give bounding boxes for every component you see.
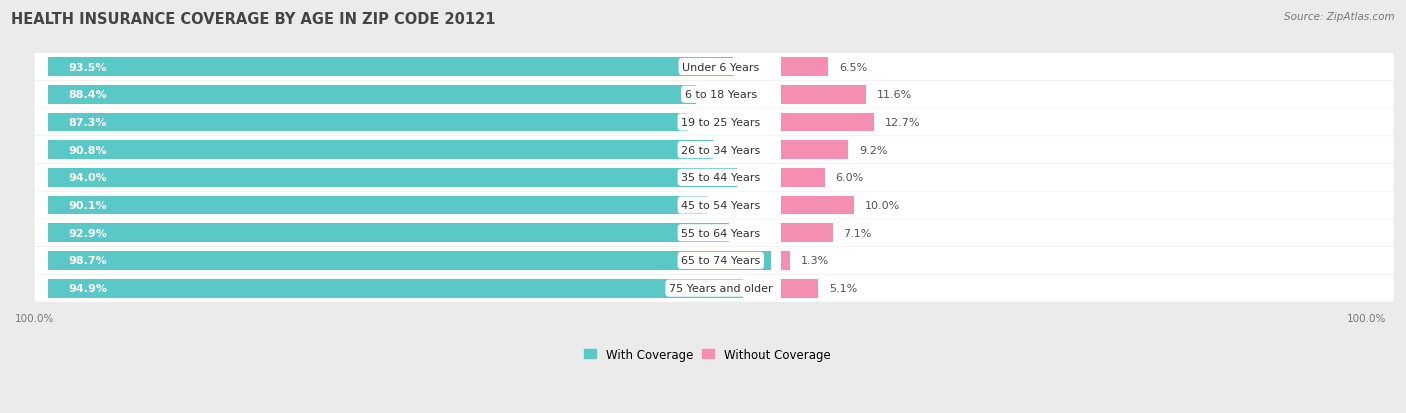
Bar	[48, 58, 733, 77]
Text: 19 to 25 Years: 19 to 25 Years	[681, 118, 761, 128]
Text: 10.0%: 10.0%	[865, 201, 900, 211]
Text: Under 6 Years: Under 6 Years	[682, 62, 759, 72]
Bar	[48, 141, 713, 160]
Bar	[48, 85, 696, 104]
Bar	[48, 279, 744, 298]
Text: 1.3%: 1.3%	[801, 256, 830, 266]
Text: 6.5%: 6.5%	[839, 62, 868, 72]
Bar	[48, 252, 772, 270]
FancyBboxPatch shape	[35, 220, 1393, 247]
FancyBboxPatch shape	[35, 137, 1393, 164]
Text: 94.9%: 94.9%	[67, 283, 107, 294]
Text: 35 to 44 Years: 35 to 44 Years	[681, 173, 761, 183]
Bar	[48, 113, 688, 132]
Text: 7.1%: 7.1%	[844, 228, 872, 238]
Bar	[780, 169, 825, 188]
Text: 75 Years and older: 75 Years and older	[669, 283, 772, 294]
Text: 88.4%: 88.4%	[67, 90, 107, 100]
Text: 12.7%: 12.7%	[884, 118, 920, 128]
Bar	[780, 113, 873, 132]
Bar	[48, 196, 709, 215]
Text: 92.9%: 92.9%	[67, 228, 107, 238]
Text: 93.5%: 93.5%	[67, 62, 107, 72]
Text: 9.2%: 9.2%	[859, 145, 887, 155]
Bar	[48, 169, 737, 188]
Text: 6.0%: 6.0%	[835, 173, 863, 183]
Legend: With Coverage, Without Coverage: With Coverage, Without Coverage	[585, 348, 831, 361]
Text: 90.8%: 90.8%	[67, 145, 107, 155]
FancyBboxPatch shape	[35, 54, 1393, 81]
FancyBboxPatch shape	[35, 275, 1393, 302]
Text: Source: ZipAtlas.com: Source: ZipAtlas.com	[1284, 12, 1395, 22]
Text: 87.3%: 87.3%	[67, 118, 107, 128]
Bar	[780, 58, 828, 77]
Bar	[48, 224, 728, 242]
Bar	[780, 85, 866, 104]
FancyBboxPatch shape	[35, 109, 1393, 136]
FancyBboxPatch shape	[35, 164, 1393, 192]
Bar	[780, 224, 832, 242]
Text: 5.1%: 5.1%	[828, 283, 858, 294]
Bar	[780, 252, 790, 270]
FancyBboxPatch shape	[35, 247, 1393, 274]
Text: 90.1%: 90.1%	[67, 201, 107, 211]
Text: 11.6%: 11.6%	[876, 90, 911, 100]
Bar	[780, 141, 848, 160]
Text: HEALTH INSURANCE COVERAGE BY AGE IN ZIP CODE 20121: HEALTH INSURANCE COVERAGE BY AGE IN ZIP …	[11, 12, 496, 27]
FancyBboxPatch shape	[35, 81, 1393, 109]
Text: 6 to 18 Years: 6 to 18 Years	[685, 90, 756, 100]
Bar	[780, 279, 818, 298]
Text: 94.0%: 94.0%	[67, 173, 107, 183]
FancyBboxPatch shape	[35, 192, 1393, 219]
Text: 65 to 74 Years: 65 to 74 Years	[681, 256, 761, 266]
Text: 98.7%: 98.7%	[67, 256, 107, 266]
Bar	[780, 196, 853, 215]
Text: 55 to 64 Years: 55 to 64 Years	[682, 228, 761, 238]
Text: 45 to 54 Years: 45 to 54 Years	[681, 201, 761, 211]
Text: 26 to 34 Years: 26 to 34 Years	[681, 145, 761, 155]
